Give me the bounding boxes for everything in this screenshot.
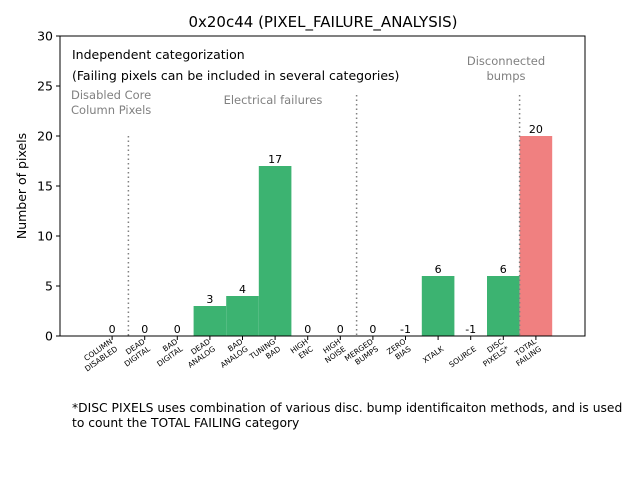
y-tick-label: 5 — [45, 279, 53, 294]
bar — [193, 306, 227, 336]
bar-value-label: 3 — [206, 293, 213, 306]
x-tick-label: MERGEDBUMPS — [343, 337, 380, 371]
y-tick-label: 20 — [37, 129, 53, 144]
x-tick-label: HIGHENC — [289, 337, 315, 363]
bar — [487, 276, 520, 336]
x-tick-label-line: SOURCE — [447, 344, 478, 369]
bar-value-label: 0 — [174, 323, 181, 336]
y-tick-label: 30 — [37, 29, 53, 44]
x-tick-label: DEADANALOG — [181, 337, 217, 370]
group-label: Column Pixels — [71, 103, 151, 117]
x-tick-label-line: XTALK — [421, 344, 446, 365]
bar — [519, 136, 553, 336]
x-tick-label: BADDIGITAL — [150, 336, 185, 368]
bar-value-label: 0 — [141, 323, 148, 336]
y-tick-label: 10 — [37, 229, 53, 244]
group-label: Disconnected — [467, 54, 545, 68]
group-label: bumps — [486, 69, 525, 83]
legend-line-1: Independent categorization — [72, 47, 245, 62]
bar-value-label: 0 — [369, 323, 376, 336]
bar-value-label: -1 — [400, 323, 411, 336]
x-tick-label: ZEROBIAS — [385, 337, 413, 364]
bar-value-label: 0 — [304, 323, 311, 336]
bar-value-label: 20 — [529, 123, 543, 136]
x-tick-label: SOURCE — [447, 344, 478, 369]
x-tick-label: TOTALFAILING — [509, 336, 544, 368]
x-tick-label: DEADDIGITAL — [117, 336, 152, 368]
group-label: Electrical failures — [224, 93, 323, 107]
y-tick-label: 15 — [37, 179, 53, 194]
x-tick-label: HIGHNOISE — [318, 337, 348, 365]
y-axis-label: Number of pixels — [14, 133, 29, 239]
bar-value-label: 4 — [239, 283, 246, 296]
bar — [258, 166, 292, 336]
y-tick-label: 25 — [37, 79, 53, 94]
bar — [421, 276, 455, 336]
bar-value-label: 0 — [337, 323, 344, 336]
bar-value-label: 17 — [268, 153, 282, 166]
x-tick-label: TUNINGBAD — [247, 337, 282, 369]
legend-line-2: (Failing pixels can be included in sever… — [72, 68, 399, 83]
y-tick-label: 0 — [45, 329, 53, 344]
bar — [226, 296, 259, 336]
x-tick-label: DISCPIXELS* — [476, 337, 511, 369]
bar-value-label: 0 — [109, 323, 116, 336]
bar-value-label: 6 — [435, 263, 442, 276]
x-tick-label: XTALK — [421, 344, 446, 365]
bar-value-label: -1 — [465, 323, 476, 336]
chart-title: 0x20c44 (PIXEL_FAILURE_ANALYSIS) — [188, 13, 457, 32]
x-tick-label: BADANALOG — [214, 337, 250, 370]
group-label: Disabled Core — [71, 88, 151, 102]
legend-text: Independent categorization (Failing pixe… — [72, 47, 399, 83]
x-tick-label: COLUMNDISABLED — [78, 337, 120, 374]
bar-value-label: 6 — [500, 263, 507, 276]
footnote: *DISC PIXELS uses combination of various… — [72, 401, 623, 430]
